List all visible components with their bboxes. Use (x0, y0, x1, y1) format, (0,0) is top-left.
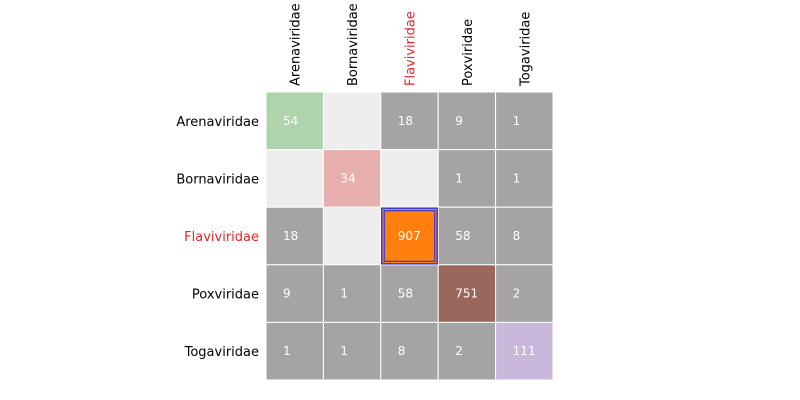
cell-value-poxviridae-arenaviridae: 9 (283, 287, 291, 301)
cell-bornaviridae-togaviridae[interactable] (495, 149, 554, 208)
column-label-poxviridae: Poxviridae (461, 19, 476, 86)
row-label-togaviridae: Togaviridae (184, 345, 259, 360)
column-label-arenaviridae: Arenaviridae (289, 3, 304, 86)
cell-arenaviridae-arenaviridae[interactable] (265, 91, 324, 151)
cell-value-bornaviridae-poxviridae: 1 (455, 171, 463, 185)
cell-value-togaviridae-arenaviridae: 1 (283, 344, 291, 358)
row-label-arenaviridae: Arenaviridae (176, 115, 259, 130)
row-label-poxviridae: Poxviridae (192, 288, 259, 303)
column-labels: Arenaviridae Bornaviridae Flaviviridae Poxv… (289, 3, 534, 87)
cell-value-togaviridae-flaviviridae: 8 (398, 344, 406, 358)
cell-togaviridae-togaviridae[interactable] (495, 321, 554, 381)
cell-arenaviridae-bornaviridae[interactable] (322, 91, 382, 151)
cell-arenaviridae-flaviviridae[interactable] (380, 91, 439, 151)
cell-togaviridae-poxviridae[interactable] (437, 321, 497, 381)
row-labels: Arenaviridae Bornaviridae Flaviviridae Poxv… (176, 115, 259, 360)
cell-value-flaviviridae-arenaviridae: 18 (283, 229, 298, 243)
cell-value-flaviviridae-togaviridae: 8 (513, 229, 521, 243)
cell-flaviviridae-togaviridae[interactable] (495, 206, 554, 266)
cell-togaviridae-flaviviridae[interactable] (380, 321, 439, 381)
cell-value-poxviridae-poxviridae: 751 (455, 287, 478, 301)
cell-value-poxviridae-togaviridae: 2 (513, 287, 521, 301)
row-label-flaviviridae: Flaviviridae (184, 230, 259, 245)
cells-layer: 54 18 9 134 1 118 907 58 89 1 58 751 21 1 8 2 111 (265, 91, 554, 381)
cell-togaviridae-arenaviridae[interactable] (265, 321, 324, 381)
cell-poxviridae-bornaviridae[interactable] (322, 264, 382, 323)
cell-bornaviridae-bornaviridae[interactable] (322, 149, 382, 208)
selection-layer (381, 207, 438, 265)
cell-bornaviridae-arenaviridae[interactable] (265, 149, 324, 208)
cell-poxviridae-togaviridae[interactable] (495, 264, 554, 323)
column-label-flaviviridae: Flaviviridae (404, 11, 419, 86)
cell-value-bornaviridae-bornaviridae: 34 (340, 171, 355, 185)
cell-value-arenaviridae-arenaviridae: 54 (283, 114, 298, 128)
cell-togaviridae-bornaviridae[interactable] (322, 321, 382, 381)
cell-value-arenaviridae-flaviviridae: 18 (398, 114, 413, 128)
column-label-bornaviridae: Bornaviridae (346, 3, 361, 86)
cell-poxviridae-poxviridae[interactable] (437, 264, 497, 323)
cell-flaviviridae-poxviridae[interactable] (437, 206, 497, 266)
cell-flaviviridae-bornaviridae[interactable] (322, 206, 382, 266)
cell-value-poxviridae-bornaviridae: 1 (340, 287, 348, 301)
cell-value-flaviviridae-poxviridae: 58 (455, 229, 470, 243)
cell-arenaviridae-poxviridae[interactable] (437, 91, 497, 151)
cell-value-arenaviridae-togaviridae: 1 (513, 114, 521, 128)
cell-bornaviridae-flaviviridae[interactable] (380, 149, 439, 208)
cell-value-flaviviridae-flaviviridae: 907 (398, 229, 421, 243)
cell-value-togaviridae-togaviridae: 111 (513, 344, 536, 358)
cell-value-togaviridae-bornaviridae: 1 (340, 344, 348, 358)
cell-value-poxviridae-flaviviridae: 58 (398, 287, 413, 301)
cell-value-arenaviridae-poxviridae: 9 (455, 114, 463, 128)
column-label-togaviridae: Togaviridae (518, 12, 533, 87)
cell-value-togaviridae-poxviridae: 2 (455, 344, 463, 358)
cell-arenaviridae-togaviridae[interactable] (495, 91, 554, 151)
selected-cell-outline (381, 207, 438, 265)
row-label-bornaviridae: Bornaviridae (176, 172, 259, 187)
cell-poxviridae-arenaviridae[interactable] (265, 264, 324, 323)
selected-cell-inner-outline (383, 210, 436, 262)
cell-value-bornaviridae-togaviridae: 1 (513, 171, 521, 185)
cell-bornaviridae-poxviridae[interactable] (437, 149, 497, 208)
